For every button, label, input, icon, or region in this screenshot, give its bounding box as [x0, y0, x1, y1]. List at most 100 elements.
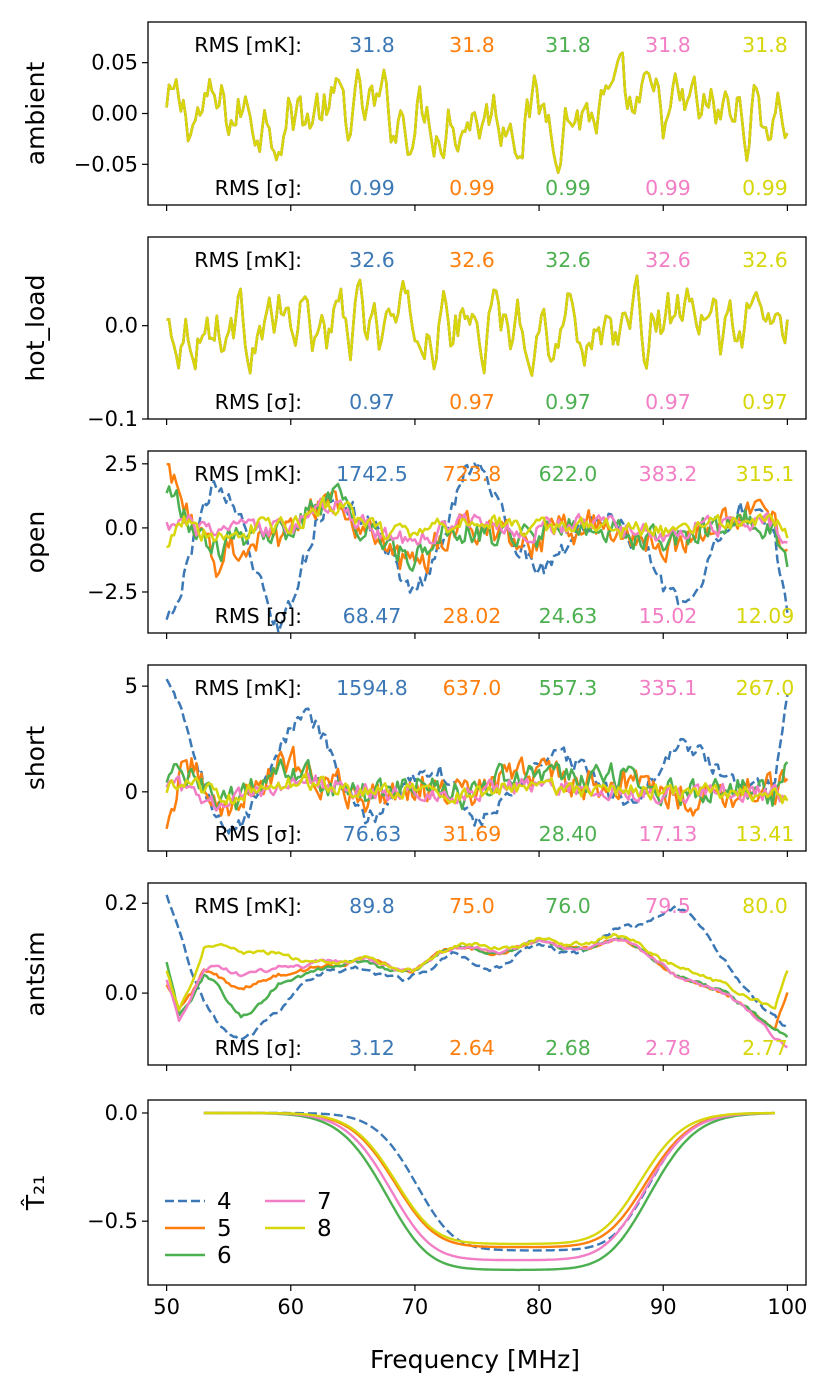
rms-sigma-value-5: 28.02 — [443, 604, 502, 628]
y-tick-label: −0.1 — [87, 407, 138, 431]
x-axis-label: Frequency [MHz] — [370, 1345, 580, 1374]
legend-label-5: 5 — [217, 1216, 232, 1242]
rms-mk-label: RMS [mK]: — [194, 894, 302, 918]
series-line-7 — [165, 772, 788, 812]
series-line-5 — [165, 51, 789, 174]
rms-mk-label: RMS [mK]: — [194, 462, 302, 486]
y-axis-label: T̂₂₁ — [21, 1175, 50, 1211]
y-axis-label: ambient — [21, 62, 50, 166]
series-line-4 — [165, 461, 789, 633]
legend-label-4: 4 — [217, 1189, 232, 1215]
series-line-8 — [165, 772, 789, 806]
y-tick-label: 0.0 — [105, 314, 138, 338]
x-tick-label: 90 — [650, 1295, 677, 1319]
rms-mk-value-8: 267.0 — [736, 676, 795, 700]
panel-hot_load: 0.0 −0.1 hot_load RMS [mK]: RMS [σ]: 32.6 0.97… — [21, 236, 807, 431]
rms-sigma-label: RMS [σ]: — [215, 176, 302, 200]
rms-sigma-value-7: 0.97 — [645, 390, 691, 414]
rms-mk-label: RMS [mK]: — [194, 248, 302, 272]
rms-mk-value-7: 32.6 — [645, 248, 691, 272]
axes-frame — [147, 236, 807, 420]
rms-mk-value-4: 31.8 — [349, 33, 395, 57]
panel-T21: 0.0 −0.5 50 60 70 80 90 100 T̂₂₁ 456 78 — [21, 1099, 807, 1319]
series-line-4 — [165, 678, 789, 835]
rms-mk-value-7: 383.2 — [639, 462, 698, 486]
rms-mk-value-8: 315.1 — [736, 462, 795, 486]
rms-sigma-value-4: 0.99 — [349, 176, 395, 200]
rms-sigma-value-7: 2.78 — [645, 1036, 691, 1060]
y-tick-label: −2.5 — [87, 580, 138, 604]
series-line-7 — [203, 1111, 775, 1262]
series-group — [203, 1111, 775, 1272]
rms-sigma-value-8: 2.77 — [742, 1036, 788, 1060]
series-line-7 — [165, 497, 788, 546]
rms-sigma-label: RMS [σ]: — [215, 390, 302, 414]
y-axis-label: hot_load — [21, 275, 50, 382]
rms-mk-value-5: 32.6 — [449, 248, 495, 272]
legend-label-8: 8 — [317, 1216, 332, 1242]
rms-mk-value-7: 335.1 — [639, 676, 698, 700]
rms-mk-value-4: 89.8 — [349, 894, 395, 918]
rms-sigma-value-8: 0.99 — [742, 176, 788, 200]
rms-sigma-value-4: 68.47 — [343, 604, 402, 628]
panel-ambient: 0.05 0.00 −0.05 ambient RMS [mK]: RMS [σ]: 31.… — [21, 21, 807, 211]
x-tick-label: 100 — [767, 1295, 807, 1319]
series-group — [165, 678, 789, 835]
rms-sigma-value-4: 76.63 — [343, 822, 402, 846]
rms-sigma-value-6: 2.68 — [545, 1036, 591, 1060]
axes-frame — [147, 882, 807, 1066]
y-axis-label: open — [21, 511, 50, 573]
rms-sigma-value-5: 2.64 — [449, 1036, 495, 1060]
series-line-7 — [165, 51, 789, 174]
rms-sigma-value-6: 0.99 — [545, 176, 591, 200]
rms-mk-value-6: 622.0 — [539, 462, 598, 486]
y-tick-label: 0.0 — [105, 981, 138, 1005]
panel-short: 5 0 short RMS [mK]: RMS [σ]: 1594.8 76.63 637.0… — [21, 664, 807, 857]
rms-sigma-value-8: 0.97 — [742, 390, 788, 414]
rms-sigma-label: RMS [σ]: — [215, 604, 302, 628]
series-line-8 — [165, 51, 789, 174]
series-line-8 — [166, 495, 789, 549]
rms-mk-value-5: 31.8 — [449, 33, 495, 57]
legend: 456 78 — [165, 1189, 332, 1269]
rms-sigma-value-4: 0.97 — [349, 390, 395, 414]
rms-mk-label: RMS [mK]: — [194, 676, 302, 700]
rms-mk-value-8: 80.0 — [742, 894, 788, 918]
rms-mk-value-5: 75.0 — [449, 894, 495, 918]
rms-sigma-value-5: 0.99 — [449, 176, 495, 200]
legend-label-6: 6 — [217, 1243, 232, 1269]
series-line-4 — [203, 1111, 775, 1252]
series-line-8 — [166, 274, 789, 377]
rms-mk-value-6: 31.8 — [545, 33, 591, 57]
y-tick-label: 0.05 — [91, 51, 138, 75]
series-line-4 — [165, 894, 789, 1041]
axes-frame — [147, 1099, 807, 1286]
y-tick-label: −0.05 — [74, 152, 138, 176]
rms-mk-value-5: 723.8 — [443, 462, 502, 486]
y-tick-label: 0.00 — [91, 102, 138, 126]
rms-sigma-value-5: 0.97 — [449, 390, 495, 414]
rms-mk-value-7: 31.8 — [645, 33, 691, 57]
rms-mk-label: RMS [mK]: — [194, 33, 302, 57]
panel-antsim: 0.2 0.0 antsim RMS [mK]: RMS [σ]: 89.8 3.12 75.… — [21, 882, 807, 1071]
series-line-6 — [165, 51, 789, 174]
rms-mk-value-7: 79.5 — [645, 894, 691, 918]
y-tick-label: 0.0 — [105, 1101, 138, 1125]
rms-sigma-value-7: 17.13 — [639, 822, 698, 846]
rms-mk-value-8: 31.8 — [742, 33, 788, 57]
rms-sigma-label: RMS [σ]: — [215, 1036, 302, 1060]
series-line-8 — [165, 932, 789, 1012]
rms-mk-value-6: 76.0 — [545, 894, 591, 918]
y-axis-label: short — [21, 726, 50, 790]
axes-frame — [147, 450, 807, 634]
rms-mk-value-4: 1594.8 — [336, 676, 408, 700]
rms-sigma-value-7: 0.99 — [645, 176, 691, 200]
y-tick-label: 0.0 — [105, 516, 138, 540]
rms-mk-value-5: 637.0 — [443, 676, 502, 700]
rms-sigma-value-8: 13.41 — [736, 822, 795, 846]
rms-mk-value-6: 557.3 — [539, 676, 598, 700]
series-group — [165, 894, 789, 1049]
series-line-8 — [203, 1111, 775, 1246]
rms-sigma-label: RMS [σ]: — [215, 822, 302, 846]
